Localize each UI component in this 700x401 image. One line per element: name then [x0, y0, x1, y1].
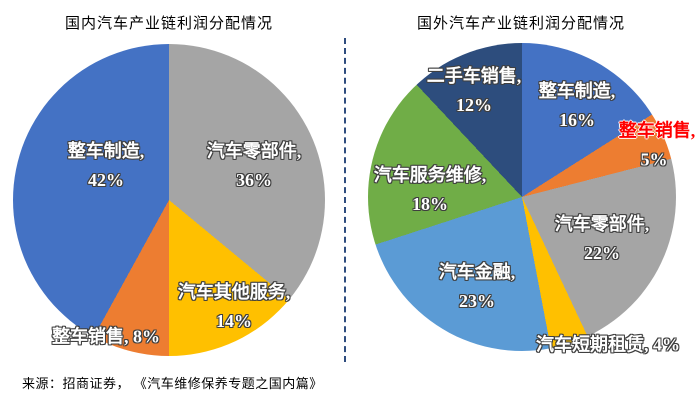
label-foreign-vehicle-sales-value: 5%	[640, 149, 668, 170]
label-foreign-auto-finance: 汽车金融, 23%	[438, 262, 516, 311]
label-foreign-vehicle-sales-name: 整车销售,	[618, 120, 696, 141]
dashed-divider	[344, 38, 346, 362]
label-domestic-vehicle-manufacturing: 整车制造, 42%	[67, 141, 145, 190]
source-note: 来源：招商证券， 《汽车维修保养专题之国内篇》	[22, 376, 323, 391]
domestic-pie-chart	[13, 44, 325, 356]
domestic-chart-title: 国内汽车产业链利润分配情况	[64, 16, 274, 32]
label-domestic-other-services: 汽车其他服务, 14%	[177, 282, 291, 331]
label-domestic-vehicle-sales: 整车销售, 8%	[52, 326, 160, 347]
label-foreign-used-car-sales: 二手车销售, 12%	[426, 66, 522, 115]
foreign-pie-chart	[368, 43, 676, 351]
label-domestic-auto-parts: 汽车零部件, 36%	[206, 141, 302, 190]
label-foreign-auto-parts: 汽车零部件, 22%	[554, 214, 650, 263]
label-foreign-service-maintenance: 汽车服务维修, 18%	[373, 165, 487, 214]
label-foreign-short-term-rental: 汽车短期租赁, 4%	[536, 334, 680, 355]
foreign-chart-title: 国外汽车产业链利润分配情况	[416, 16, 626, 32]
label-foreign-vehicle-manufacturing: 整车制造, 16%	[538, 81, 616, 130]
